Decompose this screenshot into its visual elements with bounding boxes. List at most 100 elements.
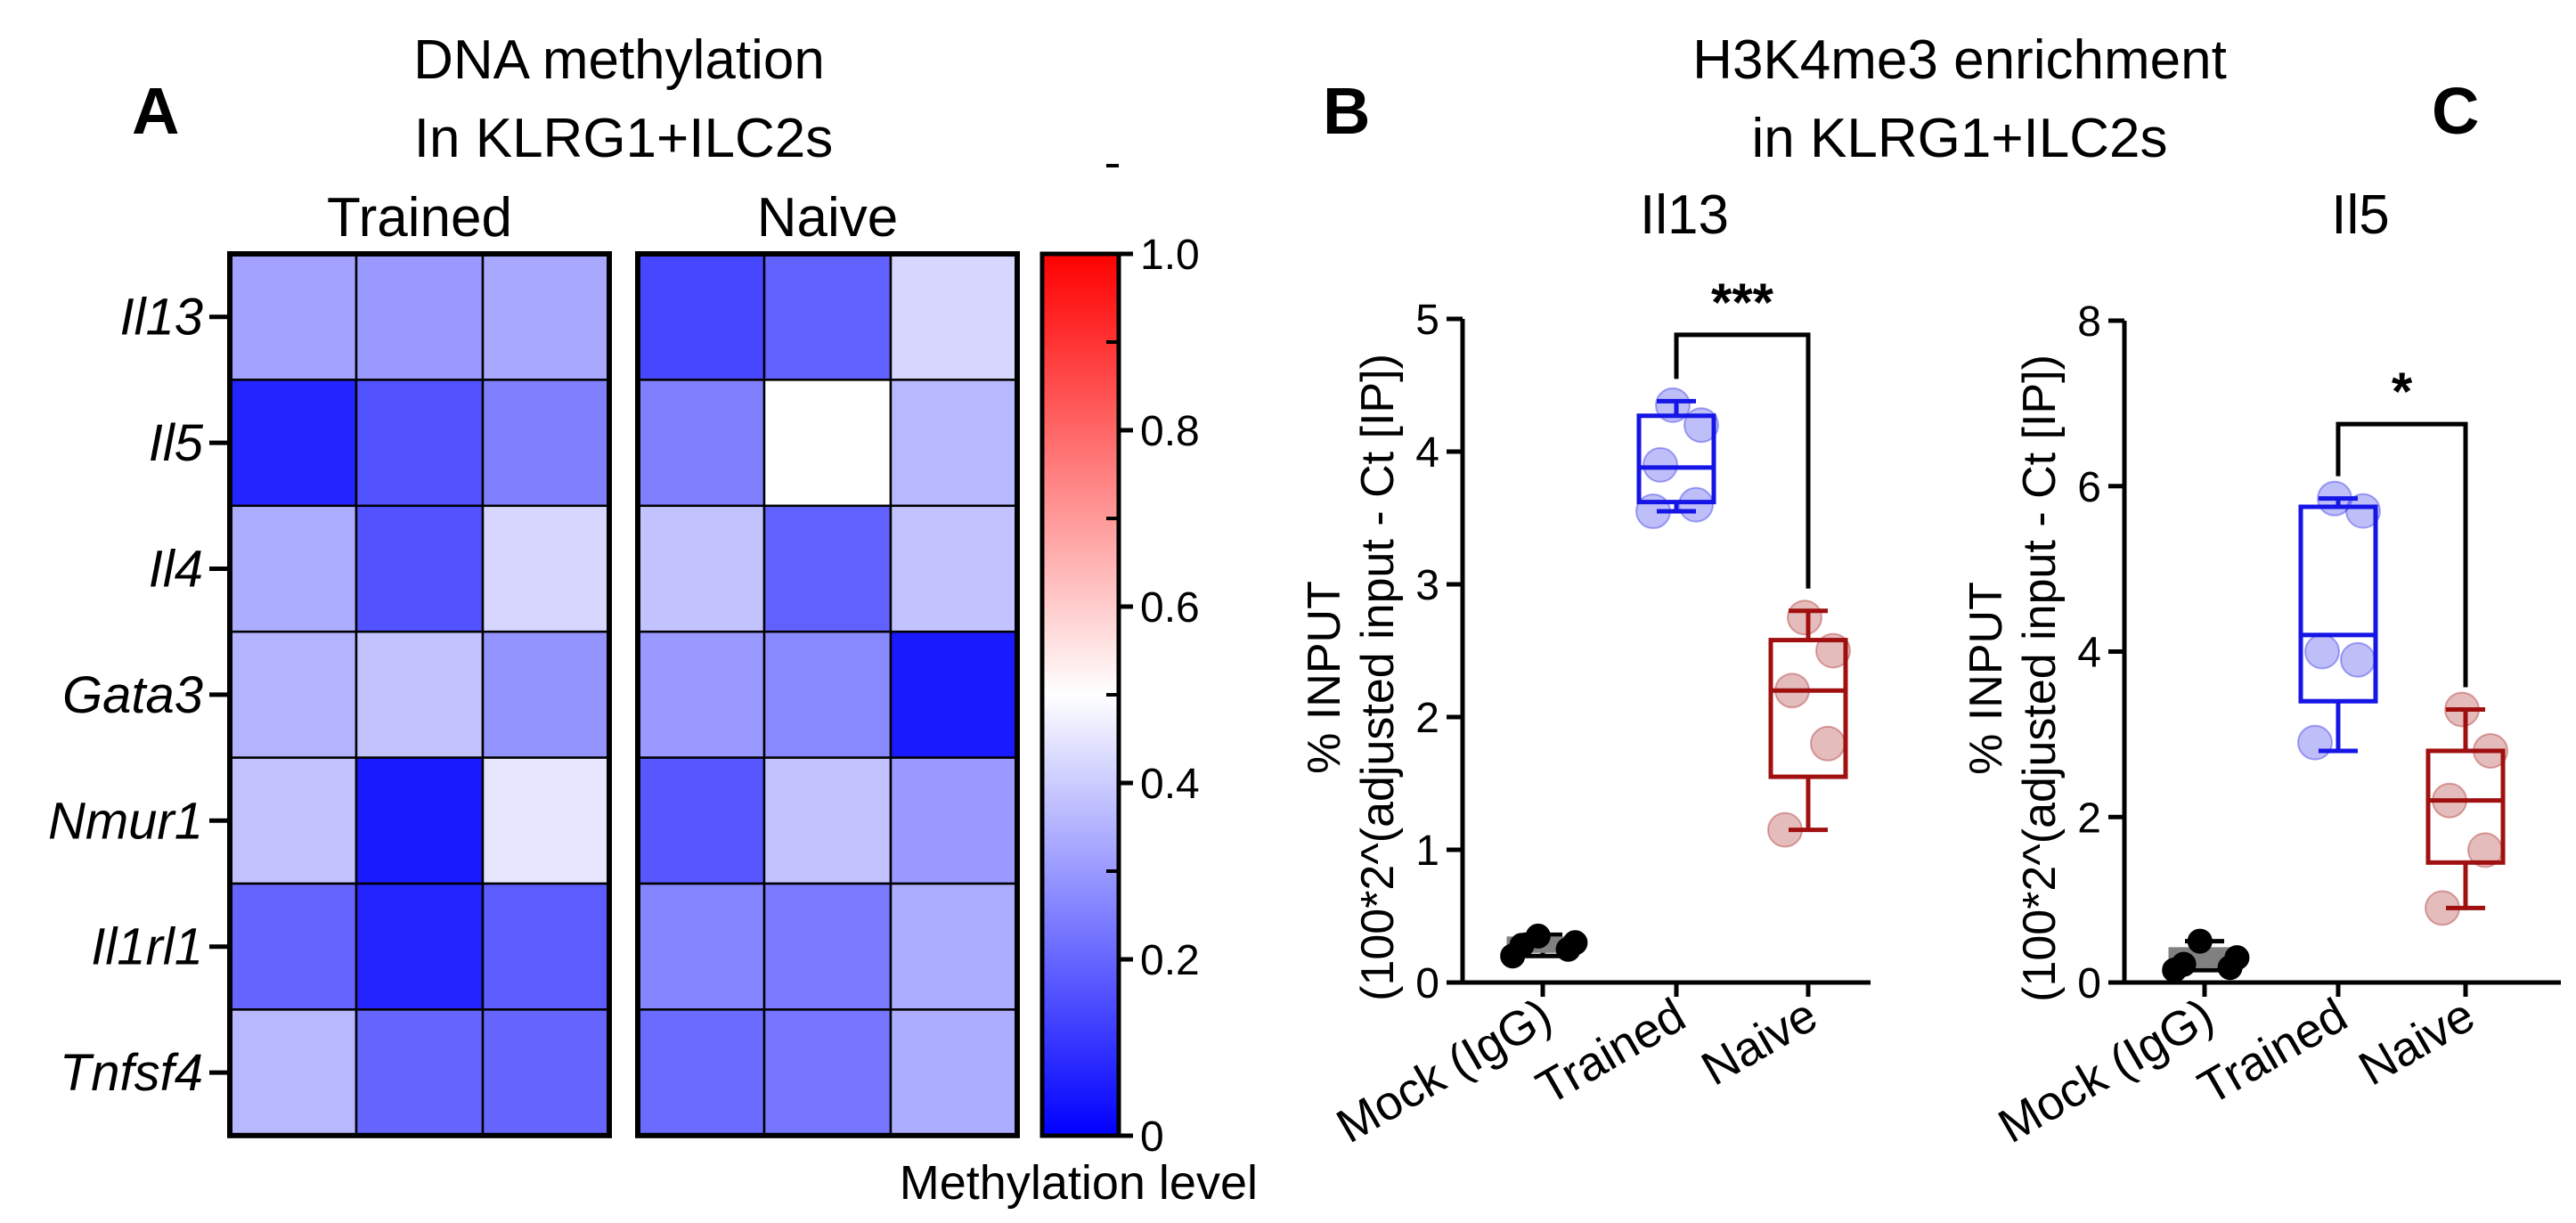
- data-point-naive: [2432, 782, 2467, 819]
- data-point-naive: [1787, 599, 1822, 636]
- heatmap-cell-naive-gata3-1: [636, 630, 766, 759]
- y-axis-label-line2: (100*2^(adjusted input - Ct [IP]): [1352, 354, 1404, 1001]
- heatmap-cell-trained-il1rl1-1: [228, 882, 358, 1011]
- significance-bracket: [2336, 421, 2468, 688]
- heatmap-cell-naive-nmur1-1: [636, 756, 766, 885]
- heatmap-cell-naive-nmur1-3: [889, 756, 1019, 885]
- heatmap-cell-trained-il13-3: [481, 252, 611, 381]
- heatmap-cell-trained-il1rl1-2: [355, 882, 485, 1011]
- data-point-naive: [1815, 632, 1851, 669]
- x-category-label: Naive: [2350, 988, 2483, 1096]
- heatmap-cell-trained-il5-1: [228, 379, 358, 508]
- heatmap-cell-naive-il13-3: [889, 252, 1019, 381]
- y-tick-label: 8: [2077, 298, 2101, 346]
- data-point-trained: [1655, 387, 1691, 423]
- data-point-naive: [1774, 673, 1810, 709]
- data-point-trained: [1643, 446, 1678, 483]
- significance-label: ***: [1711, 273, 1774, 332]
- y-tick-label: 2: [1415, 695, 1439, 742]
- row-label-il13: Il13: [119, 289, 203, 347]
- methylation-heatmap: Trained Naive Il13 Il5 Il4 Gata3 Nmur1 Il1rl1 Tn…: [48, 187, 1020, 1138]
- colorbar-gradient: [1039, 251, 1121, 1138]
- data-point-naive: [1810, 725, 1846, 762]
- data-point-trained: [2297, 724, 2333, 761]
- row-label-tnfsf4: Tnfsf4: [60, 1044, 203, 1102]
- y-axis-label-line2: (100*2^(adjusted input - Ct [IP]): [2014, 355, 2066, 1002]
- heatmap-cell-trained-il4-1: [228, 504, 358, 633]
- heatmap-cell-naive-il4-2: [762, 504, 893, 633]
- heatmap-cell-naive-tnfsf4-2: [762, 1008, 893, 1137]
- data-point-mock: [2187, 928, 2213, 954]
- colorbar-tick-label: 0: [1140, 1113, 1164, 1161]
- heatmap-cell-trained-gata3-2: [355, 630, 485, 759]
- heatmap-cell-naive-gata3-3: [889, 630, 1019, 759]
- panel-bc-title-line2: in KLRG1+ILC2s: [1752, 108, 2168, 169]
- heatmap-cell-trained-tnfsf4-1: [228, 1008, 358, 1137]
- heatmap-cell-naive-il13-1: [636, 252, 766, 381]
- x-category-label: Trained: [2189, 988, 2356, 1115]
- boxplot-il13: Il13 % INPUT (100*2^(adjusted input - Ct […: [1299, 184, 1871, 1154]
- y-tick-label: 4: [2077, 630, 2101, 677]
- heatmap-cell-naive-gata3-2: [762, 630, 893, 759]
- heatmap-cell-naive-il5-2: [762, 379, 893, 508]
- row-label-il5: Il5: [149, 414, 204, 472]
- heatmap-cell-trained-nmur1-1: [228, 756, 358, 885]
- heatmap-cell-naive-il5-3: [889, 379, 1019, 508]
- heatmap-cell-trained-il4-3: [481, 504, 611, 633]
- colorbar-tick-label: 1.0: [1140, 232, 1200, 279]
- box-iqr-trained: [1636, 413, 1716, 505]
- x-category-label: Naive: [1692, 988, 1826, 1096]
- y-tick-label: 4: [1415, 429, 1439, 477]
- panel-a-title-line1: DNA methylation: [413, 29, 825, 91]
- x-category-label: Mock (IgG): [1328, 988, 1561, 1153]
- data-point-naive: [2444, 691, 2480, 728]
- data-point-trained: [1678, 486, 1714, 523]
- data-point-trained: [2304, 633, 2340, 670]
- row-label-gata3: Gata3: [62, 666, 203, 724]
- boxplot-il5: Il5 % INPUT (100*2^(adjusted input - Ct [I…: [1961, 184, 2561, 1154]
- row-label-il4: Il4: [149, 541, 203, 599]
- panel-letter-c: C: [2432, 74, 2479, 148]
- colorbar-tick-label: 0.6: [1140, 584, 1200, 632]
- data-point-naive: [2473, 732, 2508, 769]
- plot-title: Il5: [2331, 184, 2389, 246]
- data-point-naive: [1767, 811, 1803, 848]
- heatmap-cell-trained-nmur1-3: [481, 756, 611, 885]
- x-category-label: Mock (IgG): [1990, 988, 2222, 1153]
- colorbar-tick-label: 0.8: [1140, 408, 1200, 455]
- x-category-label: Trained: [1528, 988, 1694, 1115]
- heatmap-cell-naive-tnfsf4-1: [636, 1008, 766, 1137]
- row-label-il1rl1: Il1rl1: [91, 918, 203, 976]
- heatmap-cell-naive-nmur1-2: [762, 756, 893, 885]
- heatmap-cell-naive-il13-2: [762, 252, 893, 381]
- plot-title: Il13: [1640, 184, 1729, 246]
- y-tick-label: 1: [1415, 828, 1439, 875]
- data-point-naive: [2425, 890, 2460, 926]
- heatmap-cell-trained-il13-2: [355, 252, 485, 381]
- heatmap-cell-naive-tnfsf4-3: [889, 1008, 1019, 1137]
- panel-bc-title-line1: H3K4me3 enrichment: [1692, 29, 2227, 91]
- heatmap-cell-naive-il5-1: [636, 379, 766, 508]
- heatmap-cell-naive-il4-1: [636, 504, 766, 633]
- heatmap-cell-trained-tnfsf4-3: [481, 1008, 611, 1137]
- data-point-mock: [2171, 951, 2197, 977]
- data-point-trained: [1683, 407, 1719, 444]
- significance-label: *: [2392, 362, 2413, 421]
- heatmap-cell-trained-gata3-3: [481, 630, 611, 759]
- colorbar-label: Methylation level: [900, 1156, 1258, 1210]
- heatmap-cell-trained-il1rl1-3: [481, 882, 611, 1011]
- data-point-trained: [2345, 493, 2381, 529]
- data-point-mock: [1525, 923, 1551, 949]
- data-point-trained: [2340, 641, 2376, 678]
- box-iqr-naive: [1768, 638, 1848, 779]
- box-iqr-trained: [2298, 504, 2378, 704]
- heatmap-cell-naive-il1rl1-1: [636, 882, 766, 1011]
- heatmap-cell-trained-gata3-1: [228, 630, 358, 759]
- colorbar: 0 0.2 0.4 0.6 0.8 1.0 Methylation level: [900, 164, 1258, 1210]
- y-tick-label: 0: [2077, 960, 2101, 1007]
- data-point-trained: [2317, 480, 2352, 517]
- heatmap-cell-trained-nmur1-2: [355, 756, 485, 885]
- heatmap-frame-naive: [635, 251, 1020, 1138]
- y-axis-label-line1: % INPUT: [1299, 581, 1350, 774]
- data-point-naive: [2467, 832, 2503, 868]
